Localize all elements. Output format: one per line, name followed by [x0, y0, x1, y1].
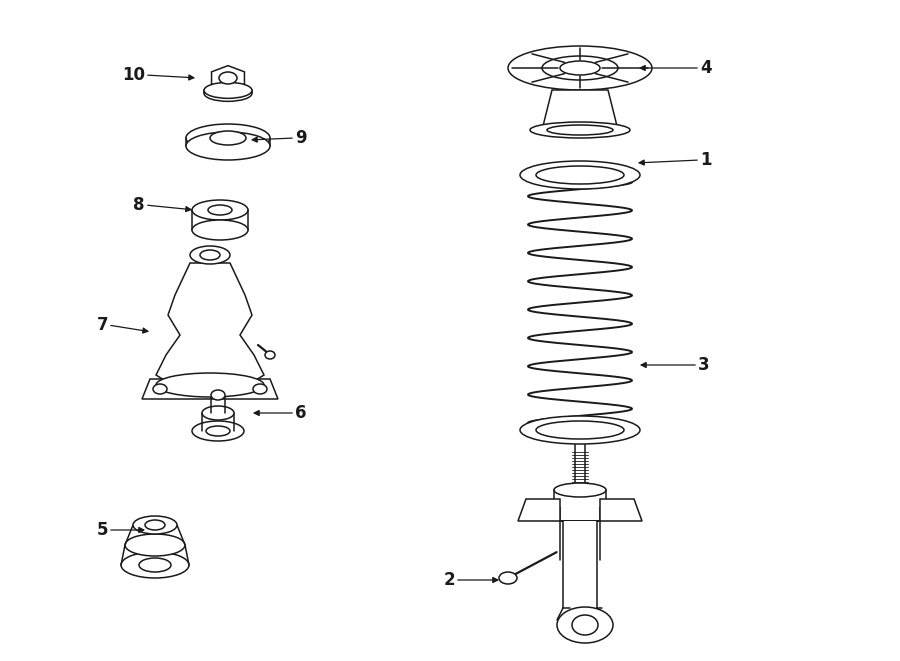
- Ellipse shape: [204, 83, 252, 98]
- Ellipse shape: [210, 131, 246, 145]
- Ellipse shape: [560, 61, 600, 75]
- Ellipse shape: [125, 534, 185, 556]
- Ellipse shape: [253, 384, 267, 394]
- Polygon shape: [156, 263, 264, 380]
- Bar: [560, 508, 600, 560]
- Ellipse shape: [208, 205, 232, 215]
- Polygon shape: [518, 499, 642, 521]
- Ellipse shape: [542, 56, 618, 80]
- Ellipse shape: [536, 421, 624, 439]
- Ellipse shape: [547, 125, 613, 135]
- Ellipse shape: [204, 85, 252, 101]
- Ellipse shape: [192, 421, 244, 441]
- Text: 5: 5: [96, 521, 108, 539]
- Ellipse shape: [508, 46, 652, 90]
- Ellipse shape: [190, 246, 230, 264]
- Text: 9: 9: [295, 129, 307, 147]
- Ellipse shape: [219, 72, 237, 84]
- Ellipse shape: [192, 220, 248, 240]
- Polygon shape: [142, 379, 278, 399]
- Ellipse shape: [186, 132, 270, 160]
- Ellipse shape: [520, 161, 640, 189]
- Ellipse shape: [139, 558, 171, 572]
- Text: 2: 2: [444, 571, 455, 589]
- Ellipse shape: [133, 516, 177, 534]
- Text: 1: 1: [700, 151, 712, 169]
- Ellipse shape: [499, 572, 517, 584]
- Ellipse shape: [156, 373, 264, 397]
- Ellipse shape: [572, 615, 598, 635]
- Ellipse shape: [206, 426, 230, 436]
- Ellipse shape: [520, 416, 640, 444]
- Text: 10: 10: [122, 66, 145, 84]
- Bar: [563, 521, 597, 608]
- Ellipse shape: [192, 200, 248, 220]
- Text: 8: 8: [133, 196, 145, 214]
- Ellipse shape: [145, 520, 165, 530]
- Ellipse shape: [186, 124, 270, 152]
- Bar: [575, 444, 585, 490]
- Ellipse shape: [554, 483, 606, 497]
- Ellipse shape: [202, 406, 234, 420]
- Ellipse shape: [211, 390, 225, 400]
- Ellipse shape: [121, 552, 189, 578]
- Text: 7: 7: [96, 316, 108, 334]
- Ellipse shape: [536, 166, 624, 184]
- Ellipse shape: [265, 351, 275, 359]
- Ellipse shape: [200, 250, 220, 260]
- Ellipse shape: [530, 122, 630, 138]
- Polygon shape: [542, 90, 618, 130]
- Polygon shape: [212, 65, 245, 91]
- Text: 4: 4: [700, 59, 712, 77]
- Ellipse shape: [557, 607, 613, 643]
- Text: 6: 6: [295, 404, 307, 422]
- Ellipse shape: [153, 384, 167, 394]
- Text: 3: 3: [698, 356, 709, 374]
